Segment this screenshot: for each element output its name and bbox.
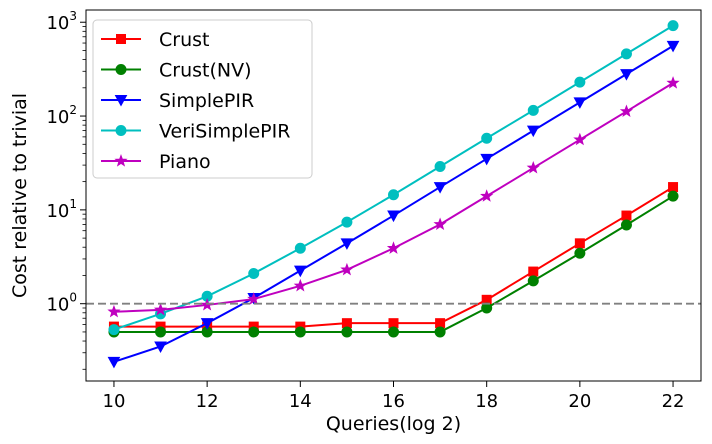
- data-point: [388, 326, 399, 338]
- data-point: [153, 302, 168, 316]
- data-point: [527, 275, 539, 287]
- data-point: [574, 76, 586, 88]
- legend-label: SimplePIR: [159, 90, 254, 112]
- data-point: [433, 182, 447, 194]
- data-point: [388, 318, 399, 329]
- data-point: [341, 326, 353, 338]
- x-tick-label: 18: [475, 391, 498, 412]
- data-point: [620, 69, 633, 81]
- legend-item: Crust(NV): [101, 60, 252, 82]
- legend-label: Crust(NV): [159, 60, 252, 82]
- x-tick-label: 22: [662, 391, 685, 412]
- data-point: [574, 238, 585, 249]
- data-point: [341, 216, 353, 228]
- data-point: [107, 304, 121, 318]
- legend-marker: [114, 95, 128, 107]
- y-tick-label: 101: [46, 197, 77, 222]
- x-tick-label: 16: [382, 391, 405, 412]
- data-point: [434, 160, 446, 172]
- series-crust: [108, 182, 679, 332]
- legend-marker: [115, 64, 127, 75]
- data-point: [573, 132, 587, 146]
- legend-label: Piano: [159, 151, 211, 173]
- legend-marker: [116, 34, 126, 44]
- legend: Crust Crust(NV) SimplePIR VeriSimplePIR Pian…: [92, 19, 313, 179]
- legend-item: VeriSimplePIR: [101, 121, 290, 143]
- series-verisimplepir: [108, 20, 679, 336]
- x-tick-label: 12: [196, 391, 219, 412]
- data-point: [248, 326, 260, 338]
- data-point: [294, 326, 306, 338]
- data-point: [621, 210, 632, 221]
- y-tick-label: 102: [46, 103, 77, 128]
- y-axis-label: Cost relative to trivial: [9, 93, 31, 298]
- legend-item: Piano: [101, 151, 211, 173]
- data-point: [293, 278, 307, 292]
- data-point: [620, 219, 632, 231]
- data-point: [528, 266, 539, 277]
- data-point: [388, 189, 399, 201]
- y-axis: 100 101 102 103: [46, 9, 86, 370]
- data-point: [526, 125, 540, 138]
- data-point: [574, 247, 586, 259]
- legend-marker: [115, 125, 127, 136]
- x-tick-label: 20: [568, 391, 591, 412]
- data-point: [480, 153, 494, 166]
- data-point: [200, 318, 214, 330]
- legend-item: SimplePIR: [101, 90, 254, 112]
- data-point: [667, 190, 679, 202]
- series-simplepir: [107, 40, 680, 369]
- data-point: [434, 326, 446, 338]
- data-point: [527, 104, 539, 116]
- data-point: [155, 326, 167, 338]
- x-axis: 10 12 14 16 18 20 22: [103, 381, 685, 412]
- data-point: [154, 341, 167, 354]
- data-point: [620, 48, 632, 60]
- data-point: [293, 265, 307, 278]
- data-point: [666, 40, 680, 53]
- y-tick-label: 100: [46, 291, 77, 316]
- data-point: [619, 104, 634, 118]
- data-point: [435, 318, 446, 329]
- data-point: [573, 97, 587, 109]
- data-point: [108, 324, 120, 336]
- data-point: [107, 356, 121, 369]
- data-point: [668, 182, 679, 193]
- legend-marker: [114, 154, 128, 167]
- legend-label: VeriSimplePIR: [159, 121, 290, 143]
- data-point: [666, 76, 680, 89]
- data-point: [340, 262, 354, 276]
- x-axis-label: Queries(log 2): [326, 413, 461, 435]
- series-layer: [107, 20, 680, 369]
- data-point: [248, 267, 260, 279]
- data-point: [481, 132, 493, 144]
- series-piano: [107, 76, 680, 318]
- legend-box: [92, 19, 313, 179]
- data-point: [294, 242, 306, 254]
- data-point: [340, 238, 354, 250]
- data-point: [386, 241, 401, 254]
- legend-item: Crust: [101, 29, 209, 51]
- data-point: [526, 160, 540, 174]
- data-point: [667, 20, 679, 32]
- data-point: [433, 217, 447, 231]
- data-point: [341, 318, 352, 329]
- legend-label: Crust: [159, 29, 209, 51]
- data-point: [480, 189, 494, 202]
- x-tick-label: 10: [103, 391, 126, 412]
- data-point: [247, 292, 261, 305]
- y-tick-label: 103: [46, 9, 77, 34]
- data-point: [387, 210, 400, 223]
- x-tick-label: 14: [289, 391, 312, 412]
